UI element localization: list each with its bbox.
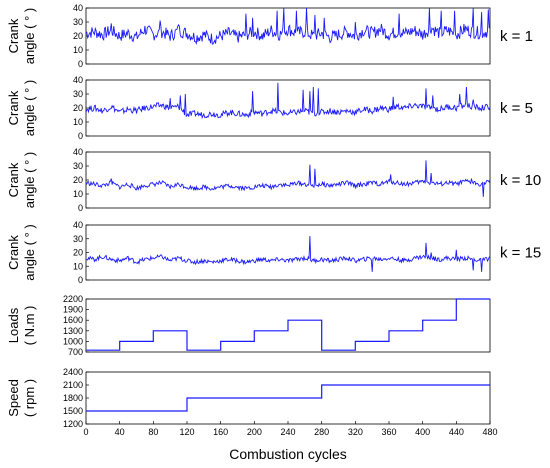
y-axis-label: ( rpm ) bbox=[22, 379, 37, 417]
y-tick-label: 30 bbox=[73, 234, 83, 244]
y-tick-label: 10 bbox=[73, 261, 83, 271]
y-tick-label: 1000 bbox=[63, 336, 83, 346]
y-axis-label: Crank bbox=[6, 90, 21, 125]
y-axis-label: Loads bbox=[6, 307, 21, 343]
y-tick-label: 40 bbox=[73, 147, 83, 157]
y-tick-label: 1200 bbox=[63, 419, 83, 429]
y-axis-label: Crank bbox=[6, 162, 21, 197]
y-tick-label: 30 bbox=[73, 89, 83, 99]
y-tick-label: 30 bbox=[73, 17, 83, 27]
y-axis-label: Speed bbox=[6, 379, 21, 417]
y-axis-label: angle ( ° ) bbox=[22, 152, 37, 209]
series-line bbox=[86, 384, 490, 412]
series-line bbox=[86, 298, 490, 351]
y-tick-label: 30 bbox=[73, 161, 83, 171]
series-line bbox=[85, 160, 491, 197]
y-axis-label: angle ( ° ) bbox=[22, 8, 37, 65]
y-tick-label: 20 bbox=[73, 31, 83, 41]
x-tick-label: 400 bbox=[415, 427, 430, 437]
panel-5: 1200 1500 1800 2100 2400 Speed( rpm ) 0 40 80 120… bbox=[6, 367, 498, 462]
y-tick-label: 40 bbox=[73, 75, 83, 85]
panel-frame bbox=[85, 151, 491, 209]
k-annotation: k = 1 bbox=[500, 28, 533, 45]
y-tick-label: 10 bbox=[73, 189, 83, 199]
y-tick-label: 40 bbox=[73, 3, 83, 13]
y-tick-label: 10 bbox=[73, 117, 83, 127]
y-tick-label: 20 bbox=[73, 175, 83, 185]
k-annotation: k = 10 bbox=[500, 172, 541, 189]
y-tick-label: 0 bbox=[78, 59, 83, 69]
series-line bbox=[85, 82, 491, 120]
x-tick-label: 320 bbox=[348, 427, 363, 437]
x-tick-label: 160 bbox=[213, 427, 228, 437]
y-axis-label: angle ( ° ) bbox=[22, 224, 37, 281]
x-tick-label: 440 bbox=[449, 427, 464, 437]
panel-0: 0 10 20 30 40 Crank angle ( ° ) k = 1 bbox=[6, 3, 533, 69]
y-tick-label: 20 bbox=[73, 103, 83, 113]
x-tick-label: 280 bbox=[314, 427, 329, 437]
series-line bbox=[85, 235, 491, 272]
x-tick-label: 80 bbox=[148, 427, 158, 437]
y-axis-label: ( N.m ) bbox=[22, 306, 37, 346]
panel-3: 0 10 20 30 40 Crank angle ( ° ) k = 15 bbox=[6, 220, 541, 285]
panel-1: 0 10 20 30 40 Crank angle ( ° ) k = 5 bbox=[6, 75, 533, 141]
y-tick-label: 1600 bbox=[63, 315, 83, 325]
k-annotation: k = 15 bbox=[500, 245, 541, 262]
y-tick-label: 1800 bbox=[63, 393, 83, 403]
k-annotation: k = 5 bbox=[500, 100, 533, 117]
panel-frame bbox=[85, 224, 491, 281]
y-tick-label: 1900 bbox=[63, 305, 83, 315]
y-tick-label: 1300 bbox=[63, 326, 83, 336]
x-tick-label: 200 bbox=[247, 427, 262, 437]
y-tick-label: 2400 bbox=[63, 367, 83, 377]
y-axis-label: Crank bbox=[6, 235, 21, 270]
y-tick-label: 2200 bbox=[63, 294, 83, 304]
series-line bbox=[85, 7, 491, 45]
y-axis-label: Crank bbox=[6, 18, 21, 53]
y-tick-label: 0 bbox=[78, 203, 83, 213]
y-tick-label: 700 bbox=[68, 347, 83, 357]
x-axis-label: Combustion cycles bbox=[229, 446, 347, 462]
x-tick-label: 120 bbox=[179, 427, 194, 437]
y-tick-label: 0 bbox=[78, 131, 83, 141]
y-tick-label: 2100 bbox=[63, 380, 83, 390]
y-tick-label: 10 bbox=[73, 45, 83, 55]
x-tick-label: 0 bbox=[83, 427, 88, 437]
y-axis-label: angle ( ° ) bbox=[22, 80, 37, 137]
panel-frame bbox=[85, 79, 491, 137]
panel-frame bbox=[85, 298, 491, 353]
x-tick-label: 360 bbox=[381, 427, 396, 437]
x-tick-label: 40 bbox=[115, 427, 125, 437]
y-tick-label: 1500 bbox=[63, 406, 83, 416]
x-tick-label: 240 bbox=[280, 427, 295, 437]
y-tick-label: 40 bbox=[73, 220, 83, 230]
y-tick-label: 20 bbox=[73, 248, 83, 258]
panel-2: 0 10 20 30 40 Crank angle ( ° ) k = 10 bbox=[6, 147, 541, 213]
x-tick-label: 480 bbox=[482, 427, 497, 437]
y-tick-label: 0 bbox=[78, 275, 83, 285]
